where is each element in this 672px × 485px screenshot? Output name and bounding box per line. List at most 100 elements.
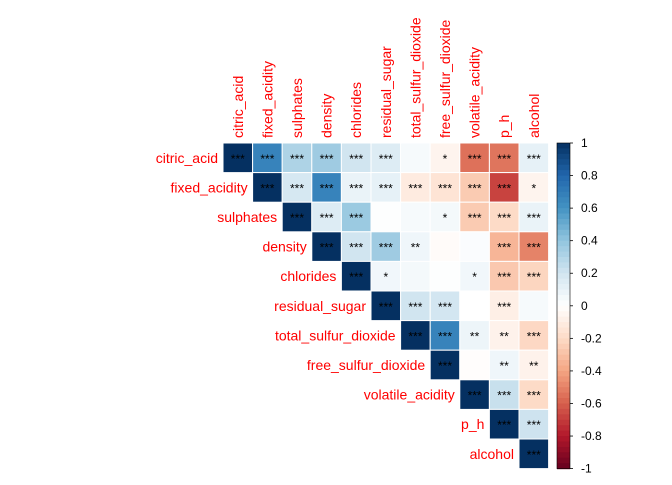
colorbar-segment	[557, 284, 570, 291]
significance-marker: ***	[497, 300, 511, 314]
colorbar-tick-label: 1	[581, 136, 588, 150]
heatmap-cell-volatile_acidity-volatile_acidity	[459, 379, 490, 410]
colorbar-segment	[557, 332, 570, 339]
colorbar-segment	[557, 191, 570, 198]
heatmap-cell-sulphates-chlorides	[340, 201, 372, 233]
significance-marker: ***	[231, 152, 245, 166]
heatmap-cell-citric_acid-volatile_acidity	[459, 142, 490, 174]
colorbar-segment	[557, 338, 570, 345]
colorbar-segment	[557, 381, 570, 388]
row-label-residual_sugar: residual_sugar	[274, 298, 366, 314]
column-label-density: density	[319, 94, 335, 138]
colorbar-segment	[557, 430, 570, 437]
heatmap-cell-sulphates-residual_sugar	[370, 201, 402, 233]
colorbar-segment	[557, 305, 570, 312]
significance-marker: ***	[497, 241, 511, 255]
colorbar-segment	[557, 197, 570, 204]
colorbar-segment	[557, 273, 570, 280]
row-label-volatile_acidity: volatile_acidity	[364, 387, 455, 403]
significance-marker: ***	[320, 181, 334, 195]
significance-marker: *	[472, 270, 477, 284]
colorbar-tick-label: -0.6	[581, 396, 602, 410]
significance-marker: ***	[527, 241, 541, 255]
significance-marker: ***	[497, 152, 511, 166]
heatmap-cell-fixed_acidity-chlorides	[340, 172, 372, 203]
heatmap-cell-sulphates-total_sulfur_dioxide	[400, 201, 431, 233]
heatmap-cell-volatile_acidity-alcohol	[518, 379, 550, 410]
significance-marker: ***	[320, 152, 334, 166]
significance-marker: ***	[408, 181, 422, 195]
colorbar-segment	[557, 159, 570, 166]
significance-marker: ***	[468, 389, 482, 403]
heatmap-cell-total_sulfur_dioxide-alcohol	[518, 320, 550, 351]
column-label-residual_sugar: residual_sugar	[378, 46, 394, 138]
significance-marker: ***	[349, 211, 363, 225]
heatmap-cell-free_sulfur_dioxide-alcohol	[518, 349, 550, 381]
colorbar-segment	[557, 419, 570, 426]
colorbar-segment	[557, 294, 570, 301]
significance-marker: ***	[527, 211, 541, 225]
heatmap-cell-density-volatile_acidity	[459, 231, 490, 262]
colorbar-segment	[557, 327, 570, 334]
colorbar-segment	[557, 240, 570, 247]
column-label-chlorides: chlorides	[348, 82, 364, 138]
colorbar-segment	[557, 267, 570, 274]
heatmap-cell-fixed_acidity-alcohol	[518, 172, 550, 203]
significance-marker: ***	[290, 181, 304, 195]
significance-marker: ***	[349, 241, 363, 255]
colorbar-tick-label: -0.4	[581, 364, 602, 378]
heatmap-cell-total_sulfur_dioxide-volatile_acidity	[459, 320, 490, 351]
colorbar-segment	[557, 457, 570, 464]
row-label-fixed_acidity: fixed_acidity	[171, 179, 248, 195]
significance-marker: ***	[497, 270, 511, 284]
colorbar-segment	[557, 246, 570, 253]
significance-marker: ***	[527, 270, 541, 284]
column-label-free_sulfur_dioxide: free_sulfur_dioxide	[437, 19, 453, 138]
colorbar-segment	[557, 343, 570, 350]
heatmap-cell-sulphates-sulphates	[281, 201, 313, 233]
colorbar-tick-label: 0.6	[581, 201, 598, 215]
significance-marker: ***	[260, 181, 274, 195]
column-label-fixed_acidity: fixed_acidity	[259, 61, 275, 138]
column-label-total_sulfur_dioxide: total_sulfur_dioxide	[407, 17, 423, 138]
heatmap-cell-citric_acid-total_sulfur_dioxide	[400, 142, 431, 174]
colorbar-tick-label: 0.2	[581, 266, 598, 280]
colorbar-tick-label: 0	[581, 299, 588, 313]
significance-marker: ***	[438, 329, 452, 343]
colorbar-segment	[557, 170, 570, 177]
colorbar-segment	[557, 224, 570, 231]
significance-marker: ***	[379, 241, 393, 255]
heatmap-cell-residual_sugar-alcohol	[518, 290, 550, 322]
colorbar-tick-label: -1	[581, 462, 592, 476]
heatmap-cell-density-total_sulfur_dioxide	[400, 231, 431, 262]
colorbar-segment	[557, 213, 570, 220]
colorbar-segment	[557, 398, 570, 405]
significance-marker: ***	[527, 329, 541, 343]
heatmap-cell-residual_sugar-p_h	[488, 290, 520, 322]
heatmap-cell-residual_sugar-volatile_acidity	[459, 290, 490, 322]
colorbar-segment	[557, 392, 570, 399]
column-label-citric_acid: citric_acid	[230, 76, 246, 138]
row-label-p_h: p_h	[461, 416, 484, 432]
colorbar-segment	[557, 289, 570, 296]
significance-marker: **	[411, 241, 421, 255]
significance-marker: ***	[468, 152, 482, 166]
colorbar-segment	[557, 256, 570, 263]
colorbar-segment	[557, 452, 570, 459]
colorbar-segment	[557, 349, 570, 356]
significance-marker: ***	[497, 181, 511, 195]
significance-marker: ***	[379, 152, 393, 166]
colorbar-tick-label: 0.4	[581, 234, 598, 248]
colorbar-segment	[557, 208, 570, 215]
heatmap-cell-chlorides-p_h	[488, 260, 520, 292]
colorbar-segment	[557, 408, 570, 415]
significance-marker: **	[500, 329, 510, 343]
significance-marker: ***	[349, 270, 363, 284]
colorbar-segment	[557, 387, 570, 394]
heatmap-cell-chlorides-volatile_acidity	[459, 260, 490, 292]
heatmap-cell-p_h-p_h	[488, 408, 520, 440]
significance-marker: ***	[527, 448, 541, 462]
heatmap-cell-citric_acid-citric_acid	[222, 142, 254, 174]
colorbar-segment	[557, 425, 570, 432]
